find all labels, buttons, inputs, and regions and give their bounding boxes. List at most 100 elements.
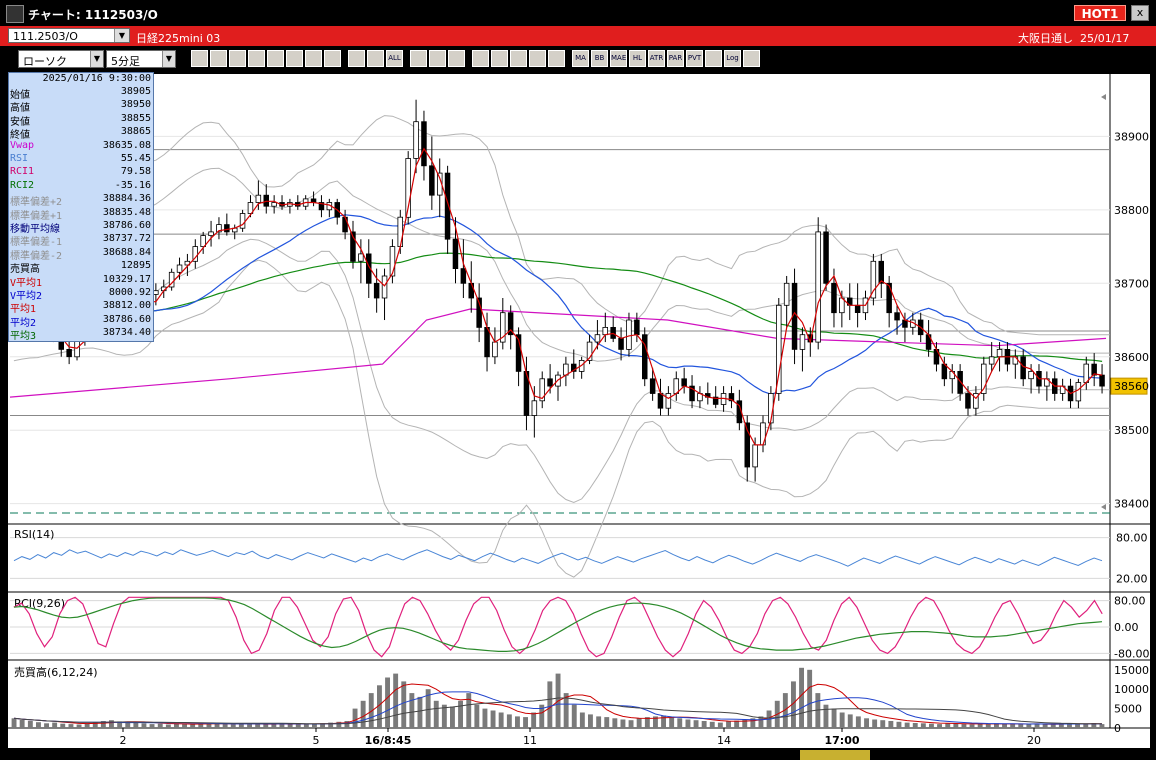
toolbar-info-icon[interactable]: [548, 50, 565, 67]
candle-body: [815, 231, 821, 343]
info-value: 38950: [120, 99, 151, 111]
toolbar-settings-icon[interactable]: [410, 50, 427, 67]
x-tick-label: 16/8:45: [365, 734, 412, 747]
volume-bar: [109, 720, 114, 728]
info-value: 38688.84: [102, 246, 151, 258]
volume-bar: [312, 724, 317, 728]
toolbar-bb-button[interactable]: BB: [591, 50, 608, 67]
interval-select[interactable]: 5分足 ▼: [106, 50, 176, 68]
toolbar-draw-line-icon[interactable]: [229, 50, 246, 67]
toolbar-all-button[interactable]: ALL: [386, 50, 403, 67]
volume-bar: [1018, 724, 1024, 728]
volume-bar: [1099, 724, 1105, 728]
symbol-code-select[interactable]: 111.2503/O ▼: [8, 28, 130, 43]
volume-bar: [977, 723, 983, 728]
chevron-down-icon[interactable]: ▼: [114, 29, 129, 42]
toolbar-mae-button[interactable]: MAE: [610, 50, 627, 67]
volume-bar: [206, 723, 212, 728]
volume-tick-label: 5000: [1114, 703, 1142, 716]
status-tab[interactable]: [800, 750, 870, 760]
hot1-button[interactable]: HOT1: [1074, 5, 1126, 21]
candle-body: [957, 370, 963, 394]
info-label: V平均2: [10, 291, 43, 302]
volume-bar: [904, 722, 910, 728]
toolbar-hl-button[interactable]: HL: [629, 50, 646, 67]
volume-bar: [953, 723, 959, 728]
toolbar-crosshair-icon[interactable]: [210, 50, 227, 67]
info-label: V平均1: [10, 277, 43, 289]
volume-bar: [385, 677, 390, 728]
volume-bar: [920, 723, 926, 728]
candle-body: [350, 231, 356, 262]
candle-body: [515, 334, 522, 372]
window-title: チャート: 1112503/O: [28, 8, 158, 22]
candle-body: [168, 271, 175, 288]
chevron-down-icon[interactable]: ▼: [90, 51, 103, 67]
toolbar-pointer-icon[interactable]: [267, 50, 284, 67]
volume-bar: [466, 693, 472, 728]
candle-body: [626, 319, 632, 350]
chevron-down-icon[interactable]: ▼: [162, 51, 175, 67]
info-label: 平均1: [10, 304, 37, 316]
info-label: 始値: [10, 90, 30, 101]
candle-body: [1083, 363, 1090, 383]
toolbar-fit-v-icon[interactable]: [367, 50, 384, 67]
x-tick-label: 11: [523, 734, 537, 747]
toolbar-flag-icon[interactable]: [529, 50, 546, 67]
volume-bar: [604, 717, 610, 728]
info-value: 38786.60: [102, 220, 151, 231]
current-price-label: 38560: [1114, 380, 1149, 393]
toolbar-print-icon[interactable]: [472, 50, 489, 67]
chart-area[interactable]: 38900 38800 38700 38600 38500 38400 38560 80.00…: [8, 74, 1150, 748]
toolbar-par-button[interactable]: PAR: [667, 50, 684, 67]
volume-bar: [969, 724, 975, 728]
candle-body: [689, 385, 695, 402]
info-label: 標準偏差+2: [10, 197, 63, 209]
toolbar-ma-button[interactable]: MA: [572, 50, 589, 67]
toolbar-color-icon[interactable]: [429, 50, 446, 67]
volume-bar: [506, 714, 512, 728]
bollinger-band-line: [13, 115, 1110, 336]
toolbar-delete-icon[interactable]: [324, 50, 341, 67]
volume-bar: [117, 721, 123, 728]
candle-body: [429, 165, 435, 196]
toolbar-undo-icon[interactable]: [286, 50, 303, 67]
toolbar-find-icon[interactable]: [491, 50, 508, 67]
info-value: 38855: [120, 112, 151, 124]
close-button[interactable]: x: [1131, 5, 1149, 21]
info-label: 平均3: [10, 331, 37, 343]
info-value: 38905: [120, 86, 151, 97]
toolbar-pvt-button[interactable]: PVT: [686, 50, 703, 67]
candle-body: [894, 312, 900, 321]
volume-bar: [588, 714, 593, 728]
chart-type-select[interactable]: ローソク ▼: [18, 50, 104, 68]
toolbar-screen-icon[interactable]: [705, 50, 722, 67]
toolbar-table-icon[interactable]: [510, 50, 527, 67]
volume-bar: [1002, 723, 1007, 728]
volume-bar: [303, 723, 309, 728]
toolbar-draw-tool-icon[interactable]: [248, 50, 265, 67]
toolbar-memo-icon[interactable]: [305, 50, 322, 67]
candle-body: [318, 202, 325, 211]
info-label: 終値: [10, 130, 30, 142]
volume-bar: [1083, 723, 1089, 728]
candle-body: [776, 304, 782, 394]
volume-bar: [994, 723, 999, 728]
toolbar-palette-icon[interactable]: [448, 50, 465, 67]
toolbar-zoom-icon[interactable]: [191, 50, 208, 67]
toolbar-fit-icon[interactable]: [348, 50, 365, 67]
volume-bar: [360, 700, 366, 728]
toolbar-log-button[interactable]: Log: [724, 50, 741, 67]
volume-bar: [11, 718, 17, 728]
candle-body: [665, 393, 672, 409]
chart-svg[interactable]: 38900 38800 38700 38600 38500 38400 38560 80.00…: [8, 74, 1150, 748]
info-label: RCI2: [10, 179, 35, 191]
info-row: 平均1 38812.00: [9, 300, 155, 316]
volume-bar: [864, 718, 869, 728]
candle-body: [878, 260, 885, 284]
candle-body: [571, 363, 577, 372]
toolbar-atr-button[interactable]: ATR: [648, 50, 665, 67]
candle-body: [618, 337, 624, 350]
toolbar-export-icon[interactable]: [743, 50, 760, 67]
info-row: 標準偏差-2 38688.84: [9, 246, 155, 262]
